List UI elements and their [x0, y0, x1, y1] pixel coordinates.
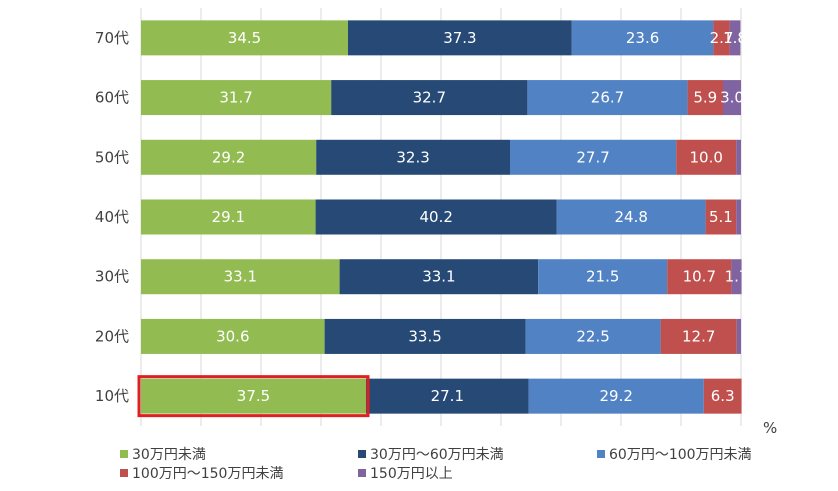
data-label: 33.1	[224, 268, 257, 286]
bar-segment	[141, 199, 316, 235]
bar-segment	[366, 378, 529, 414]
data-label: 5.9	[693, 89, 717, 107]
bars	[141, 20, 742, 414]
bar-segment	[141, 378, 366, 414]
bar-segment	[324, 318, 526, 354]
bar-segment	[141, 318, 325, 354]
highlight-box	[137, 375, 370, 418]
bar-segment	[676, 139, 737, 175]
data-label: 30.6	[216, 327, 249, 345]
bar-segment	[667, 259, 732, 295]
bar-segment	[510, 139, 677, 175]
category-label: 60代	[95, 89, 129, 107]
bar-segment	[556, 199, 706, 235]
data-label: 22.5	[576, 327, 609, 345]
bar-segment	[527, 80, 688, 116]
data-labels: 34.5 37.3 23.6 2.71.8 31.7 32.7 26.7 5.9 3.0 29.2…	[212, 29, 749, 405]
data-label: 10.0	[689, 148, 722, 166]
highlight	[137, 375, 370, 418]
bar-segment	[315, 199, 557, 235]
data-label: 21.5	[586, 268, 619, 286]
data-label: 27.1	[431, 387, 464, 405]
data-label: 1.7	[725, 268, 749, 286]
bar-segment	[141, 139, 317, 175]
data-label: 29.2	[212, 148, 245, 166]
category-labels: 70代 60代 50代 40代 30代 20代 10代	[95, 29, 129, 405]
category-label: 70代	[95, 29, 129, 47]
data-label: 37.5	[237, 387, 270, 405]
data-label: 26.7	[591, 89, 624, 107]
data-label: 37.3	[443, 29, 476, 47]
data-label: 27.7	[576, 148, 609, 166]
bar-segment	[687, 80, 723, 116]
data-label: 29.2	[599, 387, 632, 405]
bar-segment	[660, 318, 737, 354]
bar-segment	[141, 20, 348, 56]
bar-segment	[339, 259, 539, 295]
category-label: 10代	[95, 387, 129, 405]
bar-segment	[331, 80, 528, 116]
bar-segment	[729, 20, 741, 56]
bar-segment	[571, 20, 714, 56]
data-label: 12.7	[682, 327, 715, 345]
data-label: 1.8	[723, 29, 747, 47]
bar-segment	[348, 20, 572, 56]
category-label: 40代	[95, 208, 129, 226]
bar-segment	[736, 199, 741, 235]
bar-segment	[141, 80, 332, 116]
bar-segment	[141, 259, 340, 295]
data-label: 10.7	[683, 268, 716, 286]
data-label: 40.2	[419, 208, 452, 226]
bar-segment	[736, 318, 741, 354]
data-label: 5.1	[709, 208, 733, 226]
bar-segment	[705, 199, 737, 235]
bar-segment	[731, 259, 742, 295]
unit-label: %	[763, 419, 777, 437]
bar-segment	[525, 318, 661, 354]
data-label: 23.6	[626, 29, 659, 47]
category-label: 50代	[95, 148, 129, 166]
bar-segment	[723, 80, 741, 116]
bar-segment	[528, 378, 704, 414]
data-label: 3.0	[720, 89, 744, 107]
data-label: 33.1	[422, 268, 455, 286]
data-label: 2.7	[710, 29, 734, 47]
data-label: 6.3	[711, 387, 735, 405]
data-label: 33.5	[408, 327, 441, 345]
data-label: 31.7	[219, 89, 252, 107]
data-label: 34.5	[228, 29, 261, 47]
category-label: 30代	[95, 268, 129, 286]
data-label: 29.1	[212, 208, 245, 226]
bar-segment	[703, 378, 742, 414]
bar-segment	[736, 139, 741, 175]
data-label: 32.3	[396, 148, 429, 166]
data-label: 32.7	[413, 89, 446, 107]
bar-segment	[316, 139, 510, 175]
category-label: 20代	[95, 327, 129, 345]
data-label: 24.8	[614, 208, 647, 226]
bar-segment	[538, 259, 668, 295]
bar-segment	[713, 20, 730, 56]
